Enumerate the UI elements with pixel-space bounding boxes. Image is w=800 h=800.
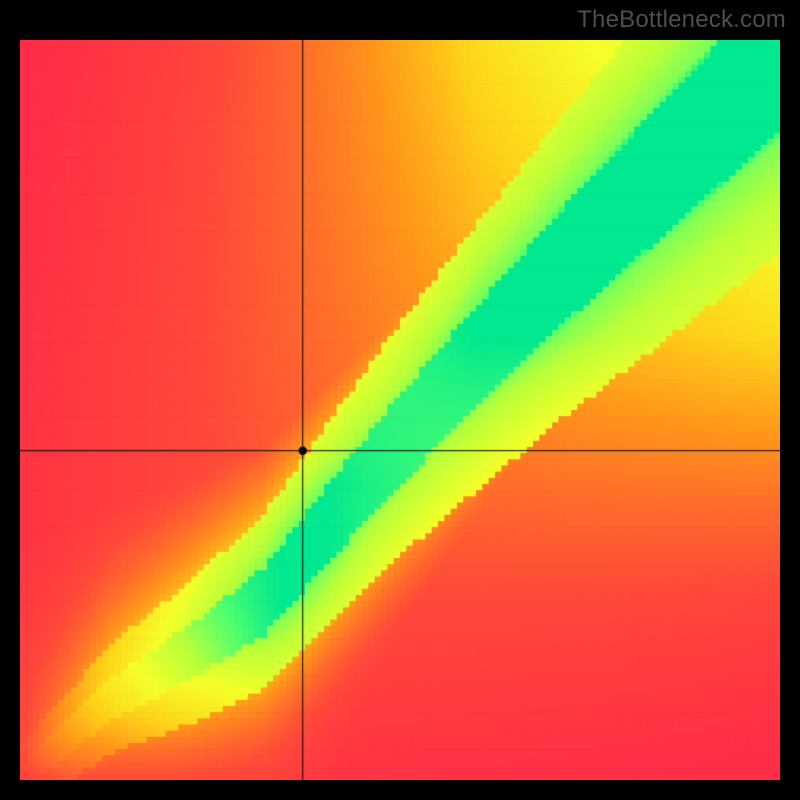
plot-area [20,40,780,780]
bottleneck-heatmap: TheBottleneck.com [0,0,800,800]
heatmap-canvas [20,40,780,780]
watermark-text: TheBottleneck.com [577,6,786,34]
